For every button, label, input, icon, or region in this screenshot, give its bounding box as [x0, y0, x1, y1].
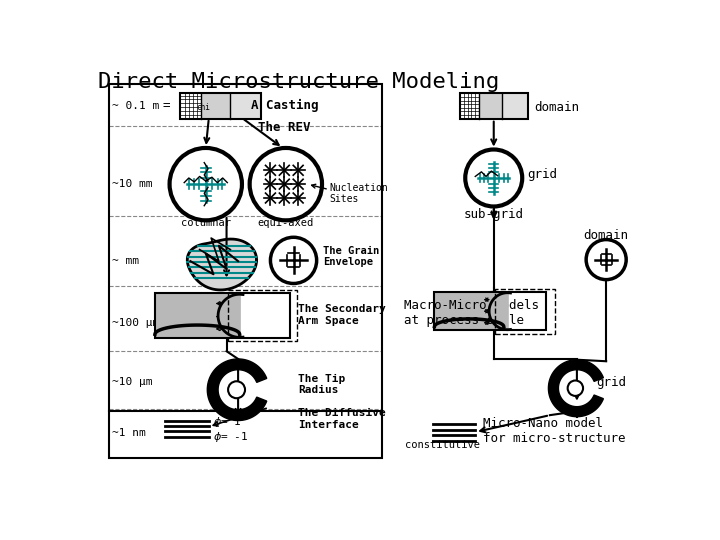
- Bar: [228, 291, 297, 341]
- Bar: [109, 84, 382, 457]
- Text: The Secondary
Arm Space: The Secondary Arm Space: [298, 304, 386, 326]
- Circle shape: [271, 237, 317, 284]
- Bar: [155, 293, 289, 338]
- Text: The Diffusive
Interface: The Diffusive Interface: [298, 408, 386, 430]
- Circle shape: [170, 148, 242, 220]
- Circle shape: [250, 148, 322, 220]
- Text: $\phi$= -1: $\phi$= -1: [213, 430, 249, 444]
- Bar: [460, 93, 528, 119]
- Text: equi-axed: equi-axed: [258, 218, 314, 228]
- Bar: [434, 292, 508, 330]
- Text: Direct Microstructure Modeling: Direct Microstructure Modeling: [98, 72, 499, 92]
- Bar: [460, 93, 479, 119]
- Circle shape: [228, 381, 245, 398]
- Text: ~100 μm: ~100 μm: [112, 318, 159, 328]
- Text: domain: domain: [534, 100, 580, 113]
- Polygon shape: [207, 359, 266, 421]
- Text: Micro-Nano model
for micro-structure: Micro-Nano model for micro-structure: [483, 416, 626, 444]
- Bar: [508, 292, 546, 330]
- Text: $\phi$= 1: $\phi$= 1: [213, 415, 242, 429]
- Circle shape: [586, 240, 626, 280]
- Text: columnar: columnar: [181, 218, 230, 228]
- Text: grid: grid: [528, 167, 557, 181]
- Bar: [155, 293, 240, 338]
- Bar: [503, 93, 528, 119]
- Text: domain: domain: [583, 230, 628, 242]
- Circle shape: [567, 381, 583, 396]
- Text: Macro-Micro models
at process scale: Macro-Micro models at process scale: [404, 299, 539, 327]
- Circle shape: [465, 150, 522, 206]
- Text: The Tip
Radius: The Tip Radius: [298, 374, 346, 395]
- Text: ~10 μm: ~10 μm: [112, 377, 153, 387]
- Bar: [201, 93, 230, 119]
- Text: A Casting: A Casting: [251, 99, 318, 112]
- Text: ~ mm: ~ mm: [112, 256, 139, 266]
- Text: =: =: [163, 99, 170, 112]
- Bar: [230, 93, 261, 119]
- Text: constitutive: constitutive: [405, 440, 480, 450]
- Polygon shape: [187, 239, 256, 290]
- Text: sub-grid: sub-grid: [464, 208, 523, 221]
- Bar: [240, 293, 289, 338]
- Text: The REV: The REV: [258, 122, 310, 134]
- Text: ~10 mm: ~10 mm: [112, 179, 153, 189]
- Bar: [180, 93, 201, 119]
- Text: ~1 nm: ~1 nm: [112, 428, 145, 438]
- Text: ~ 0.1 m: ~ 0.1 m: [112, 100, 159, 111]
- Polygon shape: [187, 239, 256, 290]
- Bar: [180, 93, 261, 119]
- Bar: [479, 93, 503, 119]
- Bar: [434, 292, 546, 330]
- Text: The Grain
Envelope: The Grain Envelope: [323, 246, 379, 267]
- Text: grid: grid: [596, 375, 626, 389]
- Text: Nucleation
Sites: Nucleation Sites: [329, 183, 387, 204]
- Text: chi: chi: [197, 103, 210, 112]
- Bar: [495, 289, 554, 334]
- Polygon shape: [549, 360, 603, 417]
